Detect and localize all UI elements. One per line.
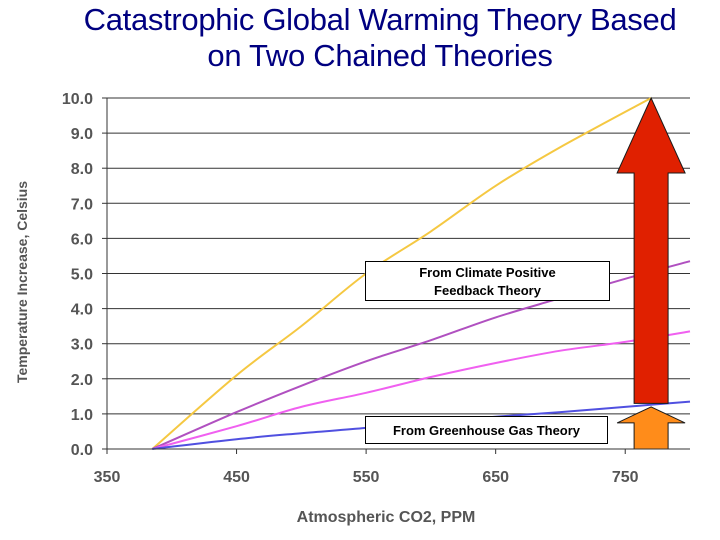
y-tick-labels: 0.0 1.0 2.0 3.0 4.0 5.0 6.0 7.0 8.0 9.0 10.0 xyxy=(62,91,93,459)
gridlines xyxy=(107,97,690,415)
x-tick-label: 350 xyxy=(94,469,121,486)
x-tick-label: 450 xyxy=(223,469,250,486)
x-tick-label: 550 xyxy=(353,469,380,486)
annotation-climate-feedback-line-1: From Climate Positive xyxy=(419,265,556,280)
x-axis-label: Atmospheric CO2, PPM xyxy=(297,509,476,526)
y-tick-label: 1.0 xyxy=(71,407,93,424)
y-tick-label: 3.0 xyxy=(71,337,93,354)
y-tick-label: 2.0 xyxy=(71,372,93,389)
chart-title: Catastrophic Global Warming Theory Based… xyxy=(0,2,720,74)
y-tick-label: 7.0 xyxy=(71,196,93,213)
y-tick-label: 6.0 xyxy=(71,231,93,248)
annotation-climate-feedback: From Climate Positive Feedback Theory xyxy=(365,261,610,301)
series-line-3 xyxy=(152,330,691,450)
annotation-greenhouse-gas: From Greenhouse Gas Theory xyxy=(365,416,608,444)
chart-title-line-1: Catastrophic Global Warming Theory Based xyxy=(83,2,677,37)
annotation-greenhouse-gas-line-1: From Greenhouse Gas Theory xyxy=(392,423,581,438)
series-line-1 xyxy=(151,97,652,450)
y-tick-label: 0.0 xyxy=(71,442,93,459)
x-tick-label: 750 xyxy=(612,469,639,486)
climate-feedback-arrow xyxy=(616,96,686,404)
y-tick-label: 10.0 xyxy=(62,91,93,108)
annotation-arrows xyxy=(616,96,686,450)
y-tick-label: 4.0 xyxy=(71,302,93,319)
greenhouse-gas-arrow xyxy=(616,406,686,450)
y-tick-label: 8.0 xyxy=(71,161,93,178)
y-axis-label: Temperature Increase, Celsius xyxy=(14,181,30,383)
x-tick-label: 650 xyxy=(482,469,509,486)
chart-title-line-2: on Two Chained Theories xyxy=(207,38,553,73)
axes xyxy=(102,97,690,454)
y-tick-label: 9.0 xyxy=(71,126,93,143)
annotation-climate-feedback-line-2: Feedback Theory xyxy=(434,283,541,298)
y-tick-label: 5.0 xyxy=(71,267,93,284)
x-tick-labels: 350 450 550 650 750 xyxy=(94,469,639,486)
